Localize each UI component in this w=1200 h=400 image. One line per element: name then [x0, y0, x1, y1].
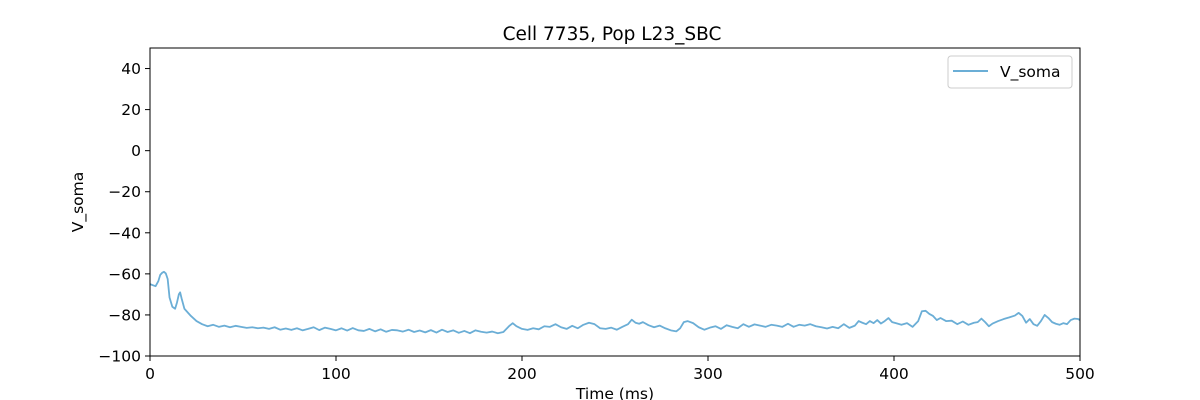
x-axis-label: Time (ms) — [575, 385, 654, 400]
y-tick-label: 40 — [121, 60, 141, 78]
x-tick-label: 500 — [1065, 365, 1095, 383]
y-tick-label: 0 — [131, 142, 141, 160]
legend-label: V_soma — [1000, 63, 1061, 82]
x-tick-label: 200 — [507, 365, 537, 383]
series-line-v-soma — [150, 270, 1080, 335]
y-axis-label: V_soma — [69, 172, 88, 233]
plot-frame — [149, 47, 1081, 357]
y-tick-label: −40 — [108, 224, 141, 242]
x-axis: 0 100 200 300 400 500 — [145, 356, 1095, 383]
y-tick-label: −60 — [108, 265, 141, 283]
x-tick-label: 100 — [321, 365, 351, 383]
x-tick-label: 400 — [879, 365, 909, 383]
chart-title: Cell 7735, Pop L23_SBC — [503, 24, 722, 45]
series-layer — [150, 270, 1080, 335]
y-tick-label: −20 — [108, 183, 141, 201]
plot-area — [149, 47, 1081, 357]
y-tick-label: −80 — [108, 306, 141, 324]
legend-box — [947, 55, 1073, 89]
x-tick-label: 0 — [145, 365, 155, 383]
y-tick-label: 20 — [121, 101, 141, 119]
y-axis: −100 −80 −60 −40 −20 0 20 40 — [98, 60, 150, 366]
legend: V_soma — [947, 55, 1073, 89]
y-tick-label: −100 — [98, 348, 141, 366]
x-tick-label: 300 — [693, 365, 723, 383]
